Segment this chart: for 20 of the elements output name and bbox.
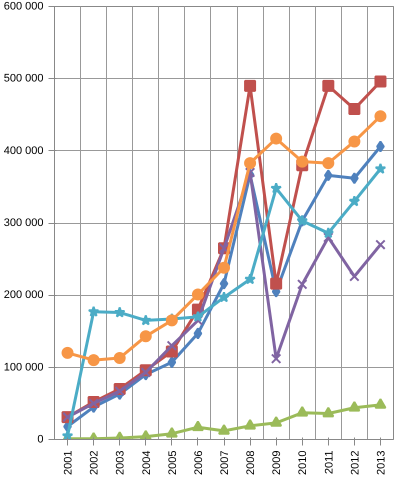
x-tick-label: 2007	[219, 450, 231, 475]
x-tick-label: 2012	[349, 450, 362, 475]
x-tick-label: 2005	[166, 450, 179, 475]
x-tick-label: 2011	[323, 450, 336, 474]
y-tick-label: 300 000	[4, 217, 44, 229]
y-tick-label: 200 000	[4, 289, 44, 302]
x-tick-label: 2002	[88, 450, 101, 475]
y-tick-label: 0	[37, 434, 44, 446]
y-tick-label: 400 000	[4, 144, 44, 157]
x-tick-label: 2004	[140, 450, 153, 475]
x-tick-label: 2008	[245, 450, 258, 475]
y-tick-label: 100 000	[4, 361, 44, 374]
x-tick-label: 2001	[62, 450, 75, 475]
y-tick-label: 500 000	[4, 72, 44, 85]
y-tick-label: 600 000	[4, 0, 44, 12]
x-tick-label: 2013	[375, 450, 388, 475]
x-tick-label: 2006	[192, 450, 205, 475]
x-tick-label: 2009	[271, 450, 284, 475]
x-tick-label: 2010	[297, 450, 310, 475]
x-tick-label: 2003	[114, 450, 127, 475]
